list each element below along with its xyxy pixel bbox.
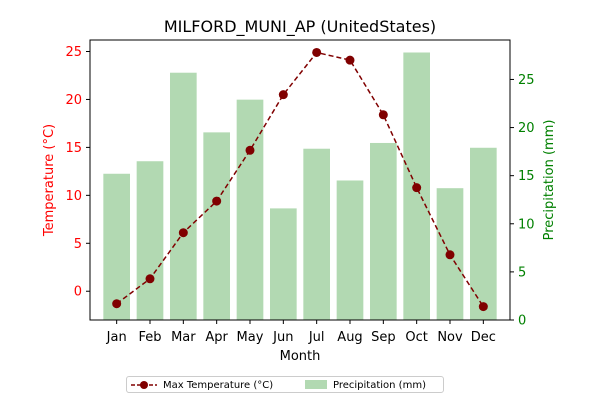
x-axis-label: Month xyxy=(280,349,321,364)
right-tick-label: 5 xyxy=(518,265,526,280)
precip-bar xyxy=(336,180,364,320)
x-tick-label: Mar xyxy=(171,330,196,345)
left-tick-label: 15 xyxy=(65,141,82,156)
right-tick-label: 10 xyxy=(518,217,535,232)
temperature-point xyxy=(378,110,388,120)
right-tick-label: 20 xyxy=(518,121,535,136)
x-tick-label: Dec xyxy=(471,330,496,345)
precip-bar xyxy=(370,142,397,320)
temperature-point xyxy=(345,55,355,65)
chart-title: MILFORD_MUNI_AP (UnitedStates) xyxy=(164,17,436,37)
left-tick-label: 20 xyxy=(65,93,82,108)
x-tick-label: Jun xyxy=(272,330,293,345)
legend-item-precipitation: Precipitation (mm) xyxy=(305,378,426,392)
left-tick-label: 10 xyxy=(65,189,82,204)
legend-item-temperature: Max Temperature (°C) xyxy=(131,378,273,392)
plot-frame xyxy=(89,39,511,321)
temperature-point xyxy=(245,145,255,155)
right-tick-label: 15 xyxy=(518,169,535,184)
bars-layer xyxy=(103,52,497,320)
line-layer xyxy=(112,47,488,312)
left-tick-label: 25 xyxy=(65,45,82,60)
precip-bar xyxy=(103,173,130,320)
temperature-point xyxy=(178,228,188,238)
left-tick-label: 0 xyxy=(74,285,82,300)
precip-bar xyxy=(303,148,330,320)
right-axis-label: Precipitation (mm) xyxy=(542,120,557,241)
left-axis-label: Temperature (°C) xyxy=(42,124,57,237)
right-tick-label: 0 xyxy=(518,314,526,329)
legend: Max Temperature (°C) Precipitation (mm) xyxy=(126,376,444,393)
x-tick-label: Nov xyxy=(437,330,463,345)
temperature-point xyxy=(312,47,322,57)
right-tick-label: 25 xyxy=(518,73,535,88)
x-tick-label: Jan xyxy=(106,330,127,345)
left-tick-label: 5 xyxy=(74,237,82,252)
precip-bar xyxy=(136,161,164,320)
temperature-point xyxy=(145,274,155,284)
x-tick-label: Jul xyxy=(308,330,325,345)
x-tick-label: Oct xyxy=(405,330,427,345)
temperature-line xyxy=(116,51,484,308)
temperature-point xyxy=(112,299,122,309)
x-axis: Jan Feb Mar Apr May Jun Jul Aug Sep Oct Nov Dec xyxy=(106,320,496,345)
legend-label-precipitation: Precipitation (mm) xyxy=(333,379,426,391)
x-tick-label: Aug xyxy=(337,330,362,345)
temperature-point xyxy=(445,250,455,260)
legend-line-marker-icon xyxy=(131,381,157,389)
temperature-point xyxy=(278,90,288,100)
temperature-point xyxy=(412,183,422,193)
precip-bar xyxy=(203,132,230,320)
temperature-point xyxy=(478,302,488,312)
left-axis: 0 5 10 15 20 25 xyxy=(65,45,90,300)
precip-bar xyxy=(470,147,497,320)
legend-bar-swatch-icon xyxy=(305,380,327,389)
x-tick-label: Apr xyxy=(205,330,228,345)
x-tick-label: May xyxy=(237,330,264,345)
x-tick-label: Feb xyxy=(138,330,161,345)
precip-bar xyxy=(270,208,297,320)
temperature-point xyxy=(212,196,222,206)
right-axis: 0 5 10 15 20 25 xyxy=(510,73,535,329)
x-tick-label: Sep xyxy=(371,330,396,345)
precip-bar xyxy=(236,99,264,320)
precip-bar xyxy=(170,72,197,320)
legend-label-temperature: Max Temperature (°C) xyxy=(163,379,274,391)
